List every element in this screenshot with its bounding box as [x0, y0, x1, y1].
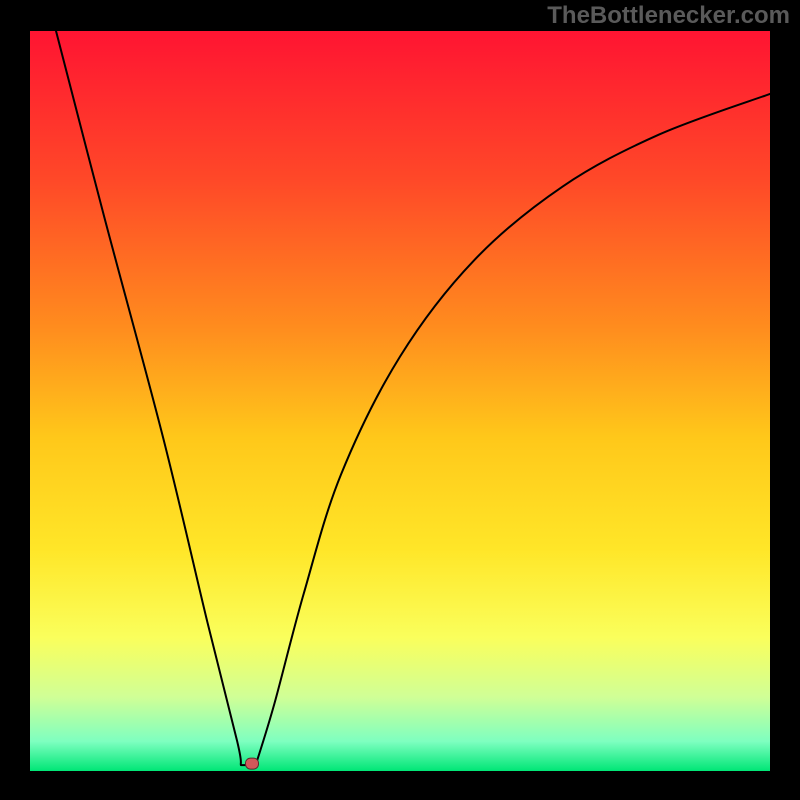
- plot-background: [30, 31, 770, 771]
- optimum-marker: [246, 758, 259, 769]
- bottleneck-chart: [0, 0, 800, 800]
- watermark-text: TheBottlenecker.com: [547, 2, 790, 30]
- chart-stage: TheBottlenecker.com: [0, 0, 800, 800]
